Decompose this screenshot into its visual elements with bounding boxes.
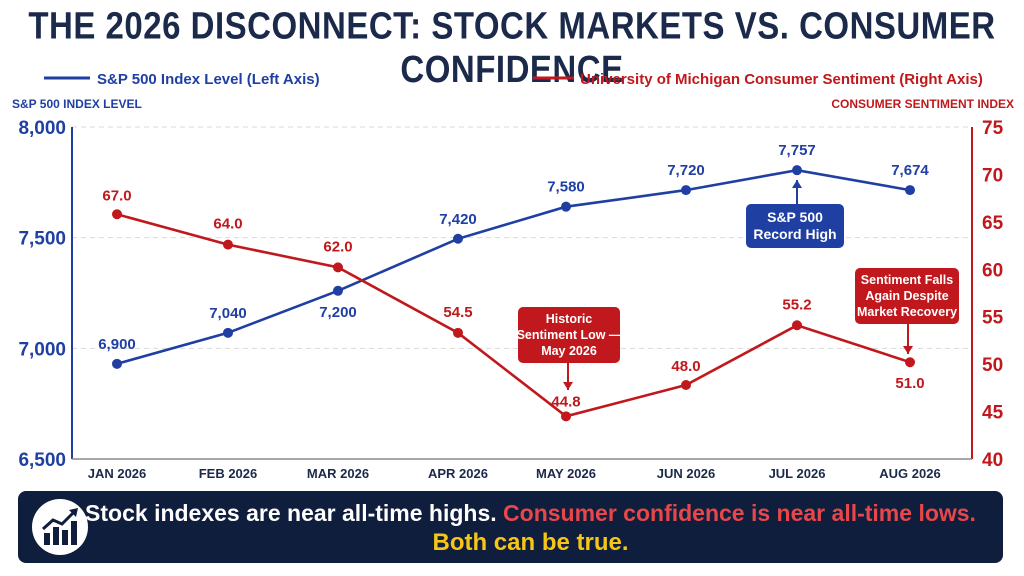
x-tick-label: JUN 2026	[657, 466, 716, 481]
right-tick-label: 75	[982, 118, 1004, 139]
sentiment-point	[333, 262, 343, 273]
left-tick-label: 6,500	[18, 450, 66, 471]
sentiment-point	[792, 320, 802, 331]
annotation-text: S&P 500	[767, 209, 823, 225]
x-tick-label: JUL 2026	[769, 466, 826, 481]
right-tick-label: 65	[982, 213, 1004, 234]
left-tick-label: 7,500	[18, 229, 66, 250]
chart-title: THE 2026 DISCONNECT: STOCK MARKETS VS. C…	[28, 4, 996, 91]
annotation-arrowhead	[792, 180, 802, 188]
x-tick-label: FEB 2026	[199, 466, 258, 481]
sp500-data-label: 6,900	[98, 336, 136, 353]
annotation-text: Sentiment Falls	[861, 273, 953, 287]
sentiment-point	[561, 411, 571, 422]
right-tick-label: 50	[982, 355, 1003, 376]
right-tick-label: 40	[982, 450, 1003, 471]
sentiment-point	[453, 327, 463, 338]
sentiment-point	[905, 357, 915, 368]
sentiment-data-label: 54.5	[443, 304, 472, 321]
annotation-arrowhead	[903, 346, 913, 354]
annotation-text: Record High	[753, 226, 836, 242]
sp500-point	[453, 233, 463, 244]
banner-text-stocks: Stock indexes are near all-time highs.	[85, 500, 497, 526]
banner-text-both: Both can be true.	[432, 529, 629, 556]
left-tick-label: 8,000	[18, 118, 66, 139]
summary-banner: Stock indexes are near all-time highs. C…	[18, 491, 1003, 563]
sp500-point	[681, 185, 691, 196]
annotation-text: Again Despite	[865, 289, 948, 303]
right-tick-label: 45	[982, 403, 1004, 424]
sp500-data-label: 7,580	[547, 179, 585, 196]
sp500-point	[561, 201, 571, 212]
growth-chart-icon	[32, 499, 88, 555]
x-tick-label: JAN 2026	[88, 466, 147, 481]
chart-canvas: 6,500 7,000 7,500 8,000 40 45 50 55 60 65 70 75 S&P …	[12, 71, 1014, 481]
left-axis-title: S&P 500 INDEX LEVEL	[12, 97, 142, 111]
sentiment-data-label: 62.0	[323, 238, 352, 255]
legend-label-sp500: S&P 500 Index Level (Left Axis)	[97, 71, 320, 88]
right-tick-label: 60	[982, 260, 1003, 281]
annotation-text: May 2026	[541, 344, 597, 358]
annotation-arrowhead	[563, 382, 573, 390]
left-tick-label: 7,000	[18, 339, 66, 360]
sp500-point	[792, 165, 802, 176]
sentiment-point	[681, 380, 691, 391]
sp500-data-label: 7,674	[891, 162, 929, 179]
annotation-text: Market Recovery	[857, 305, 957, 319]
sentiment-data-label: 55.2	[782, 296, 811, 313]
right-axis-title: CONSUMER SENTIMENT INDEX	[831, 97, 1014, 111]
sentiment-point	[223, 239, 233, 250]
x-tick-label: MAR 2026	[307, 466, 369, 481]
sp500-data-label: 7,040	[209, 305, 247, 322]
annotation-box	[855, 268, 959, 324]
sentiment-data-label: 51.0	[895, 375, 924, 392]
annotation-box	[746, 204, 844, 248]
sp500-data-label: 7,200	[319, 304, 357, 321]
right-tick-label: 55	[982, 308, 1004, 329]
x-tick-label: MAY 2026	[536, 466, 596, 481]
sentiment-data-label: 67.0	[102, 187, 131, 204]
sp500-data-label: 7,757	[778, 142, 816, 159]
sp500-point	[905, 185, 915, 196]
annotation-box	[518, 307, 620, 363]
legend-label-sentiment: University of Michigan Consumer Sentimen…	[580, 71, 983, 88]
sp500-data-label: 7,420	[439, 211, 477, 228]
banner-text-confidence: Consumer confidence is near all-time low…	[503, 500, 976, 526]
sentiment-data-label: 64.0	[213, 216, 242, 233]
sentiment-data-label: 48.0	[671, 358, 700, 375]
sp500-point	[223, 327, 233, 338]
annotation-text: Historic	[546, 312, 593, 326]
sp500-point	[112, 358, 122, 369]
sentiment-line	[116, 213, 911, 418]
right-tick-label: 70	[982, 165, 1003, 186]
annotation-text: Sentiment Low —	[517, 328, 622, 342]
sp500-line	[116, 168, 911, 366]
sentiment-data-label: 44.8	[551, 393, 580, 410]
sentiment-point	[112, 209, 122, 220]
sp500-point	[333, 285, 343, 296]
sp500-data-label: 7,720	[667, 162, 705, 179]
x-tick-label: AUG 2026	[879, 466, 940, 481]
x-tick-label: APR 2026	[428, 466, 488, 481]
banner-line-1: Stock indexes are near all-time highs. C…	[18, 500, 1003, 527]
